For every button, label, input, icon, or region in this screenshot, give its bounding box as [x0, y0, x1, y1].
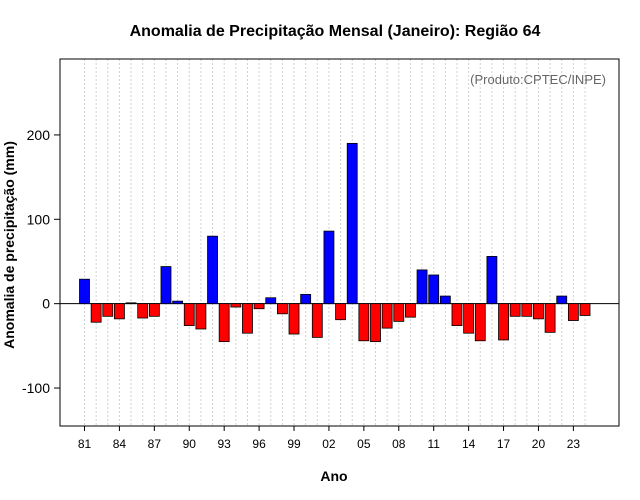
bar-2006 [370, 303, 381, 343]
bar-2015 [474, 303, 486, 342]
bar-2004 [346, 142, 358, 305]
bar-2021 [544, 303, 556, 333]
x-tick-label: 08 [392, 437, 406, 451]
bar-2020 [533, 303, 544, 320]
bar-2007 [381, 303, 393, 329]
y-tick-label: 200 [27, 127, 51, 143]
bar-1982 [90, 303, 102, 323]
bar-1987 [148, 303, 160, 317]
bar-1983 [102, 303, 114, 317]
bar-2002 [323, 230, 335, 305]
bar-1988 [160, 266, 172, 305]
x-tick-label: 99 [287, 437, 301, 451]
x-tick-label: 20 [532, 437, 546, 451]
bar-1990 [183, 303, 195, 327]
bar-2019 [521, 303, 533, 317]
bar-1995 [242, 303, 253, 334]
x-tick-label: 02 [322, 437, 336, 451]
bar-1992 [207, 235, 218, 305]
x-tick-label: 11 [427, 437, 440, 451]
y-tick-label: 100 [27, 211, 51, 227]
bar-1986 [137, 303, 149, 319]
bar-2022 [556, 295, 568, 305]
x-tick-label: 14 [462, 437, 476, 451]
x-tick-label: 96 [252, 437, 266, 451]
x-tick-label: 84 [113, 437, 127, 451]
bar-2012 [439, 295, 451, 305]
bar-2001 [311, 303, 323, 338]
x-axis-label: Ano [320, 468, 347, 484]
bar-1991 [195, 303, 207, 330]
plot-frame [59, 58, 620, 427]
bar-1993 [218, 303, 230, 343]
bar-2008 [393, 303, 405, 322]
bar-1981 [79, 278, 90, 305]
bar-1996 [253, 303, 265, 310]
bar-2017 [498, 303, 509, 341]
x-tick-label: 17 [497, 437, 511, 451]
bar-2018 [509, 303, 521, 317]
bar-2005 [358, 303, 370, 342]
bar-2009 [405, 303, 416, 318]
x-tick-label: 05 [357, 437, 371, 451]
bar-2003 [335, 303, 346, 321]
bar-1998 [276, 303, 288, 315]
product-annotation: (Produto:CPTEC/INPE) [470, 72, 606, 87]
bar-2013 [451, 303, 463, 327]
x-tick-label: 90 [183, 437, 197, 451]
x-tick-label: 87 [148, 437, 162, 451]
y-tick-label: -100 [22, 380, 50, 396]
bar-2023 [567, 303, 579, 321]
x-tick-label: 81 [78, 437, 92, 451]
bar-1997 [265, 297, 277, 305]
bar-1999 [288, 303, 300, 335]
bar-2000 [300, 293, 312, 305]
y-axis: -100 0 100 200 [22, 127, 60, 396]
bar-2010 [416, 269, 428, 305]
grid-lines [84, 59, 586, 426]
bar-1989 [172, 300, 184, 305]
bar-2016 [486, 256, 498, 305]
x-tick-label: 93 [218, 437, 232, 451]
x-axis: 81 84 87 90 93 96 99 02 05 08 11 14 17 20 23 [78, 426, 581, 451]
x-tick-label: 23 [567, 437, 581, 451]
bar-2024 [579, 303, 591, 316]
bar-2011 [428, 274, 440, 305]
bar-1994 [230, 303, 242, 308]
chart-title: Anomalia de Precipitação Mensal (Janeiro… [130, 23, 541, 40]
bar-2014 [463, 303, 475, 334]
bar-1985 [125, 302, 137, 305]
y-tick-label: 0 [42, 296, 50, 312]
bar-1984 [114, 303, 125, 320]
bars-group [79, 142, 591, 343]
y-axis-label: Anomalia de precipitação (mm) [1, 141, 17, 349]
